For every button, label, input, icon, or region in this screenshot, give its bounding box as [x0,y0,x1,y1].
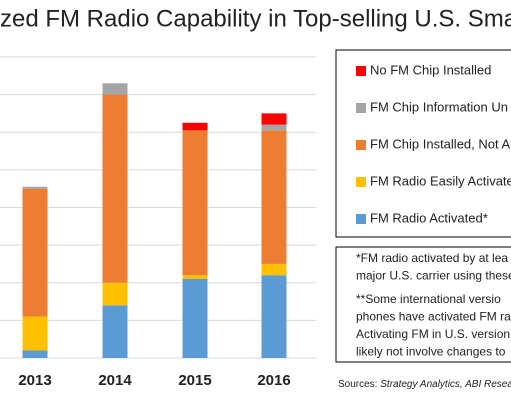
bar-segment [22,186,48,189]
legend-label: FM Chip Information Un [370,99,508,114]
note-line: Activating FM in U.S. version [356,327,510,341]
bar-segment [182,278,208,358]
bar-segment [102,83,128,95]
bar-segment [182,122,208,131]
x-tick-label: 2014 [98,372,132,389]
bar-segment [182,130,208,276]
bar-segment [182,275,208,279]
legend-swatch [356,177,366,187]
bar-segment [102,94,128,283]
legend-swatch [356,140,366,150]
bar-segment [261,113,287,125]
x-tick-label: 2015 [178,372,211,389]
note-line: *FM radio activated by at lea [356,251,508,265]
bar-segment [22,316,48,351]
bar-segment [261,275,287,358]
x-tick-label: 2013 [18,372,51,389]
bar-segment [261,130,287,264]
legend-label: FM Radio Activated* [370,210,488,225]
note-box [335,246,511,363]
note-line: **Some international versio [356,292,501,306]
bar-segment [22,350,48,358]
legend-label: FM Radio Easily Activate [370,173,511,188]
chart-title: zed FM Radio Capability in Top-selling U… [0,5,511,32]
bar-segment [102,305,128,358]
note-line: likely not involve changes to [356,345,506,359]
sources-label: Sources: [338,379,377,390]
note-line: phones have activated FM ra [356,310,511,324]
legend-label: No FM Chip Installed [370,62,491,77]
bar-segment [102,282,128,306]
legend-swatch [356,214,366,224]
legend-swatch [356,66,366,76]
sources: Sources: Strategy Analytics, ABI Researc… [338,379,511,390]
x-tick-label: 2016 [257,372,290,389]
bar-segment [261,263,287,276]
legend-label: FM Chip Installed, Not A [370,136,510,151]
legend-swatch [356,103,366,113]
bar-segment [261,124,287,131]
note-line: major U.S. carrier using these [356,269,511,283]
bar-segment [22,188,48,317]
sources-names: Strategy Analytics, ABI Research [380,379,511,390]
